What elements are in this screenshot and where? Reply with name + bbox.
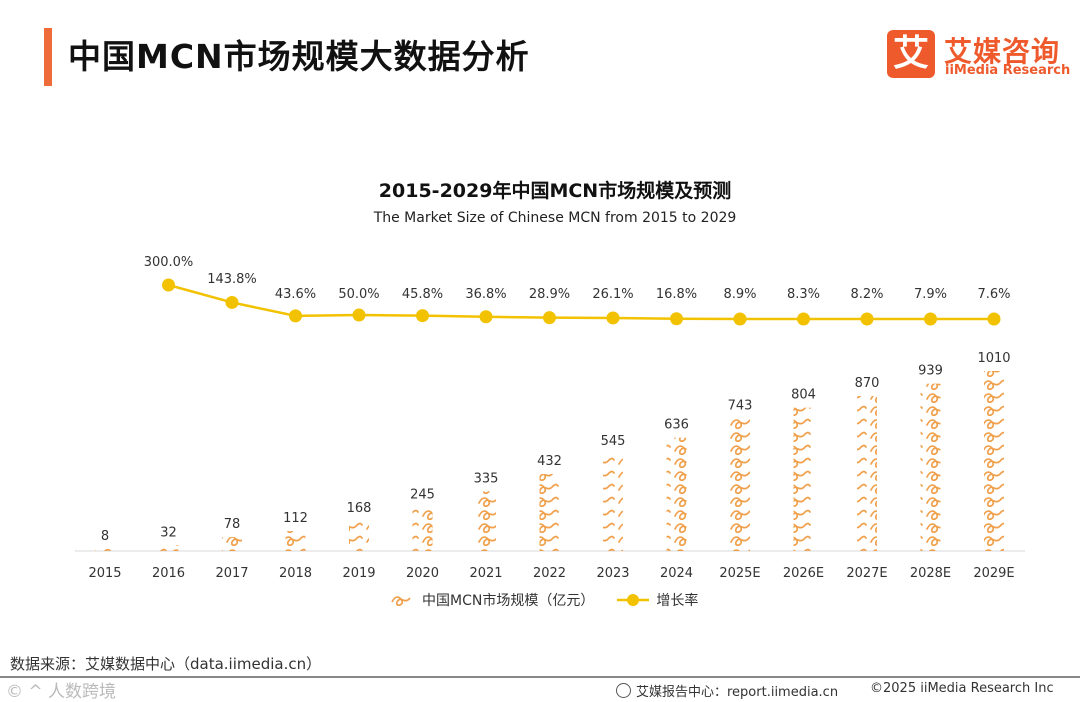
data-source: 数据来源：艾媒数据中心（data.iimedia.cn） (10, 655, 322, 673)
growth-point-2019 (352, 308, 366, 322)
chart-title: 2015-2029年中国MCN市场规模及预测 (378, 180, 732, 202)
brand-logo-subtitle: iiMedia Research (945, 63, 1071, 78)
footer-watermark: © ^ 人数跨境 (6, 682, 117, 702)
x-tick-2021: 2021 (469, 566, 502, 581)
growth-label-2022: 28.9% (529, 287, 570, 302)
x-tick-2026E: 2026E (783, 566, 824, 581)
x-tick-2029E: 2029E (973, 566, 1014, 581)
x-tick-2020: 2020 (406, 566, 439, 581)
footer-report-center[interactable]: 艾媒报告中心：report.iimedia.cn (616, 681, 838, 700)
growth-point-2022 (543, 311, 556, 325)
growth-label-2023: 26.1% (592, 287, 633, 302)
growth-point-2020 (416, 309, 429, 323)
bar-2021 (476, 491, 496, 551)
bar-label-2015: 8 (101, 529, 109, 544)
legend-line-swatch (617, 594, 650, 606)
x-tick-2024: 2024 (660, 566, 693, 581)
growth-point-2025E (733, 312, 747, 326)
legend-line-label: 增长率 (656, 593, 699, 609)
growth-label-2025E: 8.9% (723, 287, 756, 302)
bar-label-2017: 78 (224, 517, 241, 532)
growth-label-2019: 50.0% (338, 287, 379, 302)
growth-label-2029E: 7.6% (977, 287, 1010, 302)
x-tick-2023: 2023 (596, 566, 629, 581)
chart-legend: 中国MCN市场规模（亿元） 增长率 (390, 590, 720, 610)
bar-2019 (349, 521, 369, 551)
x-tick-2019: 2019 (342, 566, 375, 581)
brand-logo-name: 艾媒咨询 (944, 35, 1061, 68)
brand-logo-mark: 艾 (887, 30, 935, 78)
growth-point-2026E (797, 312, 810, 326)
bar-label-2022: 432 (537, 454, 562, 469)
x-tick-2018: 2018 (279, 566, 312, 581)
growth-label-2028E: 7.9% (914, 287, 947, 302)
growth-point-2016 (162, 278, 175, 292)
bar-2022 (539, 474, 560, 551)
bar-2026E (793, 407, 814, 551)
bar-label-2028E: 939 (918, 364, 943, 379)
growth-label-2017: 143.8% (207, 272, 257, 287)
bar-2025E (730, 418, 750, 551)
bar-2017 (222, 537, 242, 551)
growth-point-2027E (860, 312, 874, 326)
x-tick-2028E: 2028E (910, 566, 951, 581)
growth-point-2017 (225, 295, 239, 309)
bar-label-2024: 636 (664, 418, 689, 433)
growth-rate-line (168, 283, 994, 321)
growth-point-2021 (479, 310, 493, 324)
page-title: 中国MCN市场规模大数据分析 (68, 37, 530, 76)
legend-item-growth-rate: 增长率 (616, 590, 698, 610)
legend-item-market-size: 中国MCN市场规模（亿元） (390, 590, 594, 610)
bar-label-2023: 545 (601, 434, 626, 449)
growth-label-2026E: 8.3% (787, 287, 820, 302)
footer-copyright: ©2025 iiMedia Research Inc (870, 681, 1054, 696)
bar-2016 (158, 545, 179, 551)
footer-divider (0, 676, 1080, 678)
legend-bar-label: 中国MCN市场规模（亿元） (422, 593, 595, 609)
bar-label-2027E: 870 (855, 376, 880, 391)
growth-label-2016: 300.0% (144, 255, 194, 270)
growth-point-2018 (289, 309, 302, 323)
globe-icon (616, 683, 631, 698)
bar-2018 (285, 531, 306, 551)
x-tick-2027E: 2027E (846, 566, 887, 581)
growth-point-2023 (606, 311, 620, 325)
bar-label-2019: 168 (347, 501, 372, 516)
x-tick-2022: 2022 (533, 566, 566, 581)
growth-label-2027E: 8.2% (850, 287, 883, 302)
growth-point-2029E (987, 312, 1001, 326)
bar-label-2026E: 804 (791, 388, 816, 403)
bar-2028E (920, 383, 941, 551)
growth-point-2024 (670, 312, 683, 326)
x-tick-2015: 2015 (88, 566, 121, 581)
x-tick-2016: 2016 (152, 566, 185, 581)
bar-2027E (857, 395, 877, 551)
bar-2023 (603, 453, 623, 551)
footer-report-link[interactable]: 艾媒报告中心：report.iimedia.cn (636, 685, 839, 700)
x-tick-2017: 2017 (215, 566, 248, 581)
growth-label-2021: 36.8% (465, 287, 506, 302)
x-tick-2025E: 2025E (719, 566, 760, 581)
bar-2015 (95, 549, 115, 551)
legend-bar-swatch (391, 596, 411, 607)
growth-label-2020: 45.8% (402, 287, 443, 302)
bar-2020 (412, 507, 433, 551)
bar-label-2025E: 743 (728, 399, 753, 414)
bar-2024 (666, 437, 687, 551)
bar-label-2021: 335 (474, 471, 499, 486)
bar-label-2029E: 1010 (977, 351, 1010, 366)
bar-label-2020: 245 (410, 487, 435, 502)
growth-point-2028E (924, 312, 937, 326)
bar-label-2016: 32 (160, 525, 177, 540)
bar-label-2018: 112 (283, 511, 308, 526)
title-accent-bar (44, 28, 52, 86)
growth-label-2018: 43.6% (275, 287, 316, 302)
growth-label-2024: 16.8% (656, 287, 697, 302)
bar-2029E (984, 371, 1004, 551)
chart-subtitle: The Market Size of Chinese MCN from 2015… (373, 210, 737, 226)
